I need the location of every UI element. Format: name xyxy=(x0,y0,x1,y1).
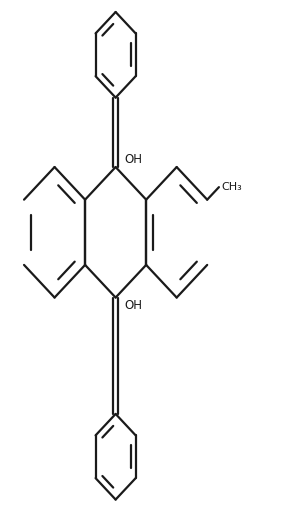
Text: CH₃: CH₃ xyxy=(221,182,242,192)
Text: OH: OH xyxy=(124,299,142,312)
Text: OH: OH xyxy=(124,153,142,165)
